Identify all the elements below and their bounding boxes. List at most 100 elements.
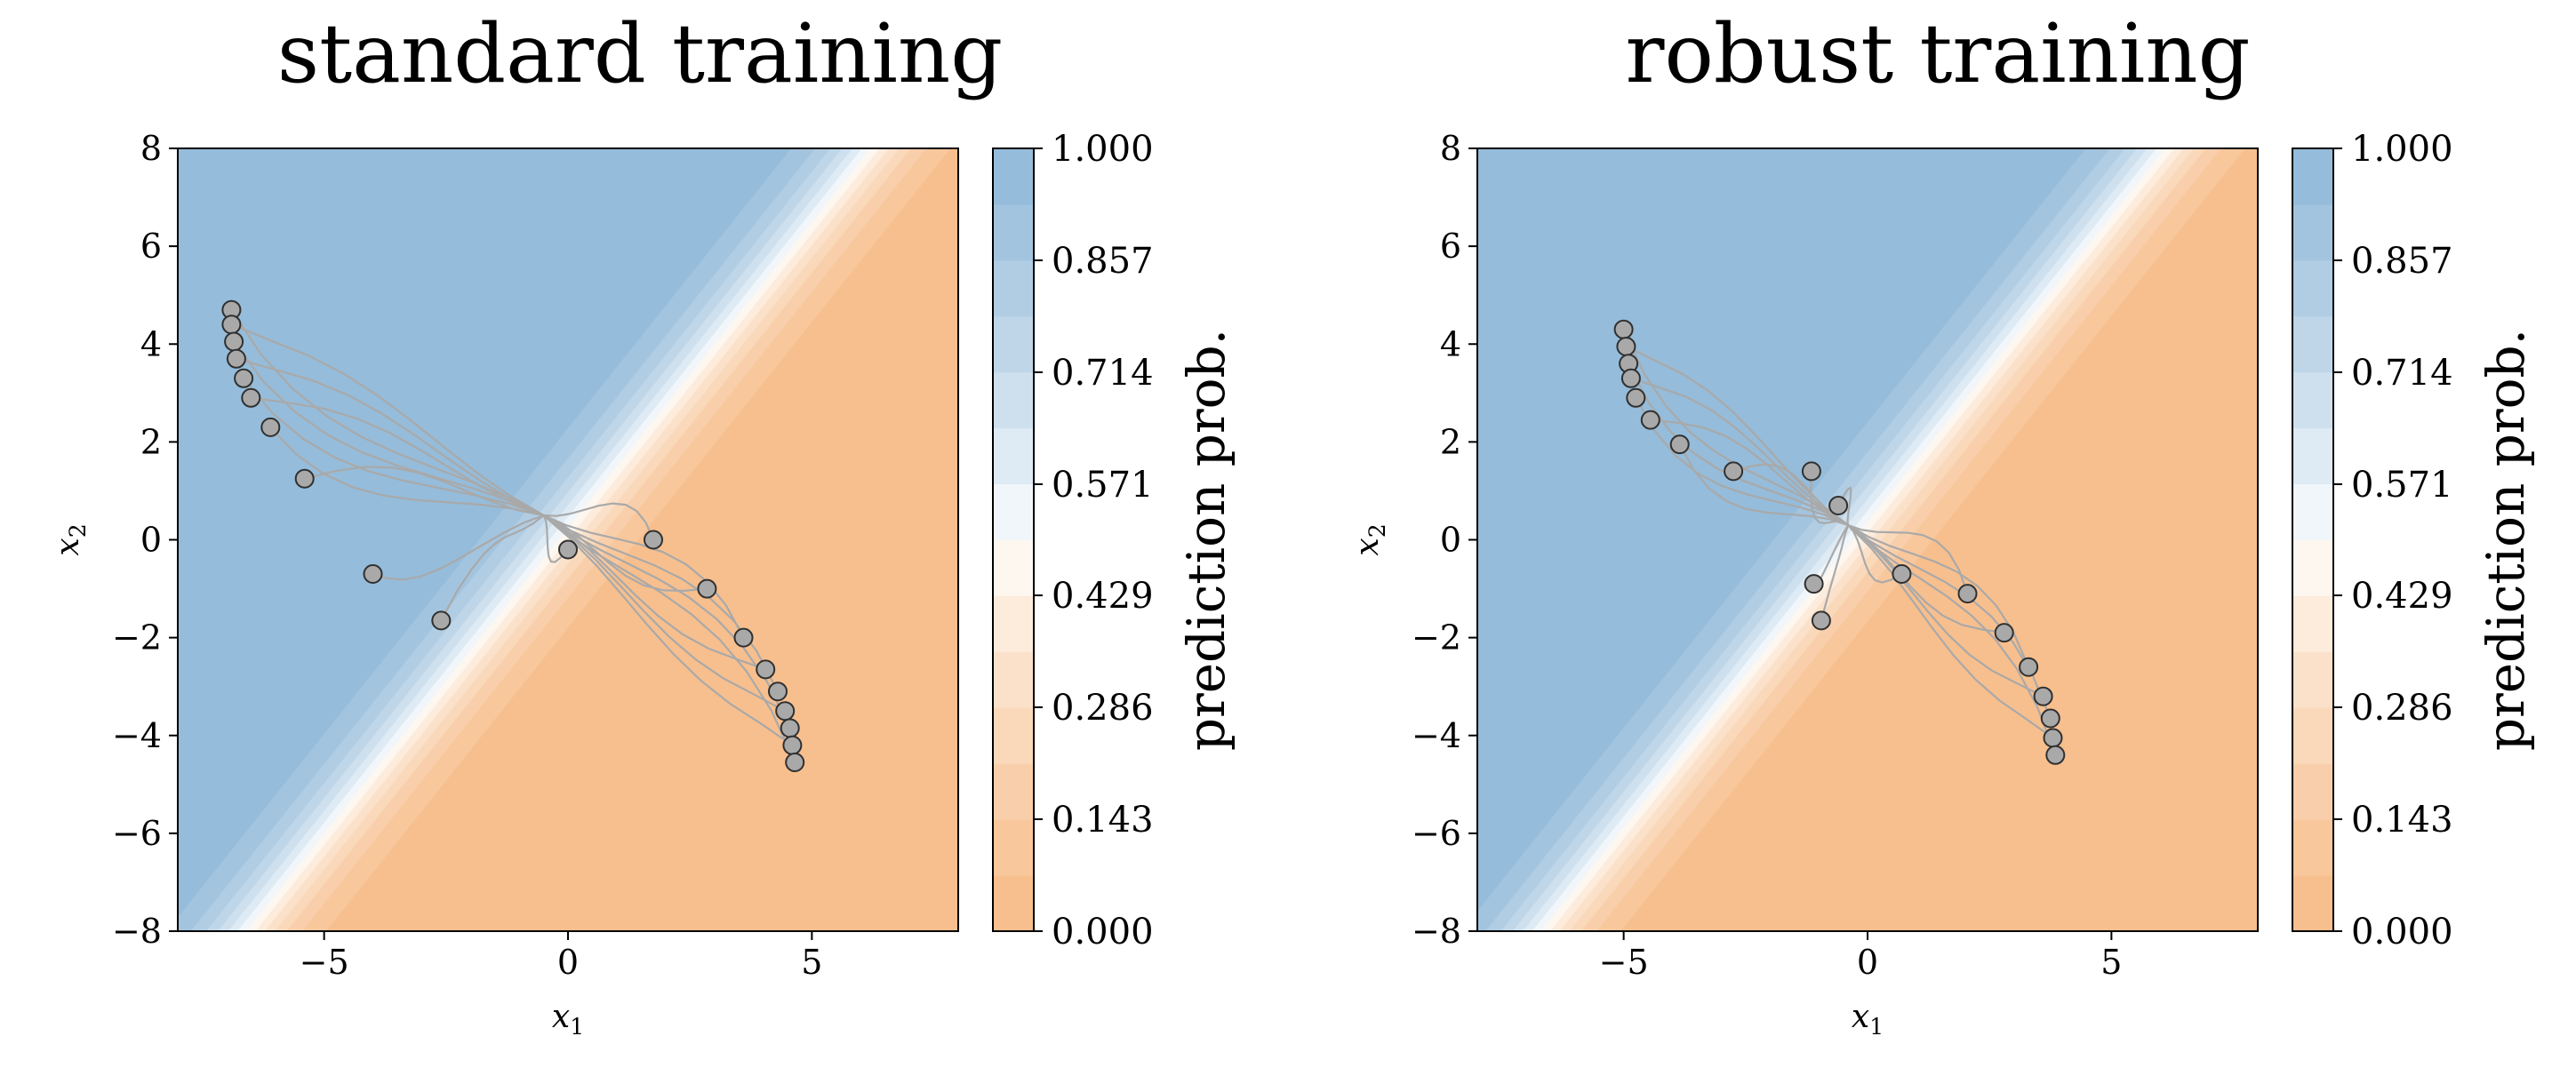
colorbar: 0.000 0.143 0.286 0.429 0.571 0.714 0.857 1.000… [992, 129, 1236, 952]
colorbar-tick-label: 1.000 [1052, 129, 1154, 170]
trajectory-line [243, 378, 544, 517]
y-tick-label: −4 [112, 716, 162, 755]
data-point [260, 417, 281, 437]
x-tick-label: −5 [300, 943, 349, 982]
colorbar-band [2292, 651, 2333, 708]
colorbar-tick-label: 0.571 [1052, 465, 1154, 506]
colorbar-band [993, 707, 1034, 764]
x-tick-label: 0 [1857, 943, 1878, 982]
data-point [768, 681, 788, 702]
data-point [644, 530, 663, 550]
colorbar-band [993, 259, 1034, 317]
trajectory-line [372, 514, 544, 581]
data-point [733, 627, 754, 648]
colorbar-tick-label: 0.857 [2351, 241, 2453, 282]
data-point [1801, 461, 1821, 482]
x-axis-label: x1 [1852, 999, 1884, 1040]
colorbar-tick-label: 0.143 [2351, 800, 2453, 841]
colorbar-band [993, 483, 1034, 540]
colorbar-tick-label: 0.714 [1052, 353, 1154, 394]
trajectory-line [543, 502, 655, 540]
colorbar-band [993, 763, 1034, 820]
subplot-standard-training: −5 0 5 −8 −6 −4 −2 0 2 4 6 8 x1 x2 standard training 0.… [50, 6, 1236, 1040]
y-tick-label: 4 [1440, 324, 1461, 363]
colorbar-band [993, 371, 1034, 429]
y-tick-label: 2 [1440, 422, 1461, 461]
colorbar-tick-label: 0.429 [2351, 576, 2453, 617]
data-point [1640, 410, 1660, 430]
trajectory-line [1732, 463, 1849, 526]
trajectory-line [251, 396, 545, 517]
colorbar-label: prediction prob. [1176, 329, 1236, 751]
data-point [1613, 319, 1634, 339]
colorbar-frame [2292, 147, 2334, 932]
trajectory-line [1630, 377, 1849, 526]
data-point [2045, 745, 2066, 765]
colorbar-band [2292, 427, 2333, 485]
colorbar: 0.000 0.143 0.286 0.429 0.571 0.714 0.857 1.000… [2292, 129, 2536, 952]
y-tick-label: −6 [112, 814, 162, 853]
colorbar-band [993, 315, 1034, 373]
colorbar-band [993, 539, 1034, 596]
y-tick-label: 8 [140, 129, 162, 168]
data-points [1613, 319, 2066, 765]
colorbar-band [2292, 595, 2333, 652]
y-tick-label: −8 [112, 912, 162, 951]
trajectory-line [1635, 397, 1849, 527]
trajectory-line [1820, 524, 1850, 621]
data-point [1957, 584, 1978, 604]
x-tick-label: 5 [801, 943, 822, 982]
y-tick-label: 6 [140, 227, 162, 266]
contour-band [178, 148, 792, 918]
trajectory-line [1847, 524, 2004, 634]
trajectory-line [440, 514, 545, 621]
data-point [431, 610, 452, 631]
colorbar-tick-label: 0.857 [1052, 241, 1154, 282]
data-point [294, 468, 315, 489]
data-point [221, 315, 242, 335]
colorbar-tick-label: 0.000 [2351, 912, 2453, 952]
trajectory-line [1847, 524, 2052, 719]
data-point [241, 387, 261, 408]
colorbar-band [993, 148, 1034, 205]
data-point [782, 735, 803, 755]
colorbar-band [2292, 763, 2333, 820]
data-point [1616, 337, 1636, 356]
data-point [363, 564, 383, 584]
y-axis-label: x2 [1349, 523, 1390, 555]
data-point [785, 753, 805, 772]
colorbar-band [2292, 875, 2333, 932]
colorbar-band [2292, 148, 2333, 205]
data-point [234, 368, 254, 388]
y-tick-label: −4 [1412, 716, 1461, 755]
trajectory-line [1847, 523, 1969, 594]
trajectory-lines [230, 309, 796, 763]
colorbar-band [2292, 315, 2333, 373]
colorbar-band [2292, 819, 2333, 876]
trajectory-line [1847, 524, 2054, 739]
x-tick-label: 5 [2100, 943, 2122, 982]
data-point [756, 659, 776, 680]
colorbar-band [993, 651, 1034, 708]
trajectory-line [236, 357, 545, 516]
y-tick-label: −2 [112, 618, 162, 658]
trajectory-line [542, 514, 786, 713]
trajectory-line [1847, 524, 2057, 756]
colorbar-band [993, 819, 1034, 876]
trajectory-line [542, 514, 796, 763]
colorbar-tick-label: 0.000 [1052, 912, 1154, 952]
colorbar-tick-label: 0.571 [2351, 465, 2453, 506]
data-point [2043, 728, 2063, 748]
contour-band [178, 148, 816, 931]
data-point [780, 718, 800, 738]
trajectory-line [1847, 524, 1902, 584]
trajectory-line [1678, 443, 1849, 527]
data-point [1669, 434, 1690, 455]
x-tick-label: 0 [557, 943, 579, 982]
data-point [1804, 574, 1824, 594]
colorbar-frame [992, 147, 1035, 932]
trajectory-line [230, 323, 545, 516]
data-point [1994, 623, 2014, 643]
data-point [226, 348, 246, 369]
colorbar-tick-label: 0.286 [2351, 688, 2453, 729]
